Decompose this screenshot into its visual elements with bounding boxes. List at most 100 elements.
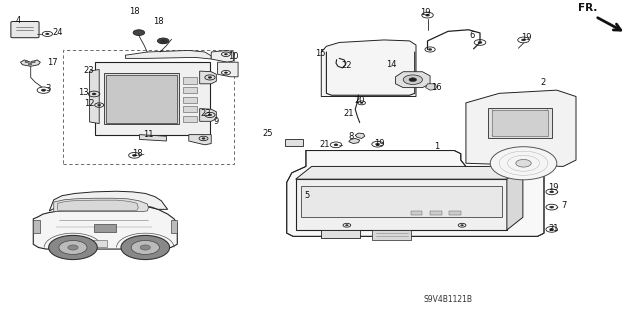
Bar — [301, 186, 502, 217]
Bar — [183, 87, 197, 93]
Circle shape — [59, 241, 87, 255]
Text: 19: 19 — [521, 33, 531, 42]
Polygon shape — [466, 90, 576, 167]
Text: 9: 9 — [214, 117, 219, 126]
Polygon shape — [426, 84, 436, 90]
Polygon shape — [296, 167, 523, 179]
Bar — [411, 211, 422, 215]
Polygon shape — [95, 62, 210, 135]
Circle shape — [140, 245, 150, 250]
Circle shape — [157, 38, 169, 44]
Bar — [94, 224, 116, 232]
Bar — [488, 108, 552, 138]
Bar — [321, 230, 360, 238]
Circle shape — [376, 143, 380, 145]
Circle shape — [550, 206, 554, 208]
Text: 16: 16 — [431, 83, 442, 92]
Text: 2: 2 — [540, 78, 545, 87]
Circle shape — [31, 61, 35, 63]
Polygon shape — [396, 72, 430, 88]
Bar — [183, 115, 197, 122]
Text: 8: 8 — [348, 132, 353, 141]
Bar — [296, 179, 507, 230]
Circle shape — [550, 191, 554, 193]
Bar — [33, 220, 40, 233]
Text: 12: 12 — [84, 99, 95, 108]
Text: 19: 19 — [374, 139, 384, 148]
Text: 23: 23 — [201, 108, 211, 117]
Bar — [285, 139, 303, 146]
Polygon shape — [54, 198, 148, 211]
Circle shape — [428, 48, 432, 50]
Text: 24: 24 — [52, 28, 63, 37]
Circle shape — [360, 102, 363, 104]
Circle shape — [346, 225, 348, 226]
Text: 14: 14 — [387, 60, 397, 69]
Circle shape — [133, 30, 145, 35]
Text: S9V4B1121B: S9V4B1121B — [424, 295, 472, 304]
Circle shape — [208, 114, 212, 116]
Text: 19: 19 — [548, 183, 559, 192]
Polygon shape — [20, 60, 40, 66]
Bar — [104, 73, 179, 124]
Bar — [183, 97, 197, 103]
Polygon shape — [349, 138, 360, 144]
FancyBboxPatch shape — [11, 21, 39, 38]
Polygon shape — [321, 40, 416, 97]
Text: 21: 21 — [344, 109, 354, 118]
Circle shape — [45, 33, 49, 35]
Text: FR.: FR. — [578, 3, 597, 12]
Circle shape — [132, 154, 136, 156]
Polygon shape — [218, 62, 238, 77]
Circle shape — [426, 14, 429, 16]
Text: 23: 23 — [83, 66, 93, 75]
Circle shape — [202, 138, 205, 139]
Circle shape — [163, 41, 165, 42]
Text: 13: 13 — [78, 87, 88, 97]
Polygon shape — [200, 71, 216, 84]
Bar — [372, 230, 411, 240]
Text: 5: 5 — [305, 191, 310, 200]
Polygon shape — [125, 50, 211, 59]
Text: 18: 18 — [132, 149, 143, 158]
Circle shape — [225, 72, 227, 73]
Polygon shape — [90, 70, 99, 123]
Text: 7: 7 — [562, 201, 567, 210]
Bar — [106, 75, 177, 122]
Bar — [171, 220, 177, 233]
Circle shape — [92, 93, 96, 95]
Text: 25: 25 — [262, 129, 273, 138]
Circle shape — [334, 144, 338, 146]
Circle shape — [28, 63, 32, 65]
Circle shape — [68, 245, 78, 250]
Polygon shape — [211, 50, 234, 62]
Text: 18: 18 — [154, 17, 164, 26]
Bar — [449, 211, 461, 215]
Bar — [430, 211, 442, 215]
Text: 4: 4 — [15, 16, 20, 26]
Circle shape — [121, 235, 170, 260]
Text: 6: 6 — [470, 31, 475, 40]
Text: 3: 3 — [45, 85, 51, 93]
Bar — [183, 106, 197, 112]
Circle shape — [403, 75, 422, 85]
Polygon shape — [287, 151, 544, 236]
Circle shape — [522, 39, 525, 41]
Polygon shape — [355, 133, 365, 138]
Text: 22: 22 — [342, 62, 352, 70]
Bar — [183, 78, 197, 84]
Text: 1: 1 — [434, 142, 439, 151]
Text: 20: 20 — [355, 96, 365, 106]
Circle shape — [478, 41, 482, 43]
Polygon shape — [33, 205, 177, 249]
Circle shape — [49, 235, 97, 260]
Circle shape — [409, 78, 417, 82]
Circle shape — [490, 147, 557, 180]
Bar — [63, 50, 234, 164]
Circle shape — [208, 77, 212, 78]
Circle shape — [98, 104, 100, 106]
Text: 19: 19 — [420, 8, 431, 17]
Text: 11: 11 — [143, 130, 154, 138]
Bar — [492, 109, 548, 136]
Bar — [78, 241, 107, 248]
